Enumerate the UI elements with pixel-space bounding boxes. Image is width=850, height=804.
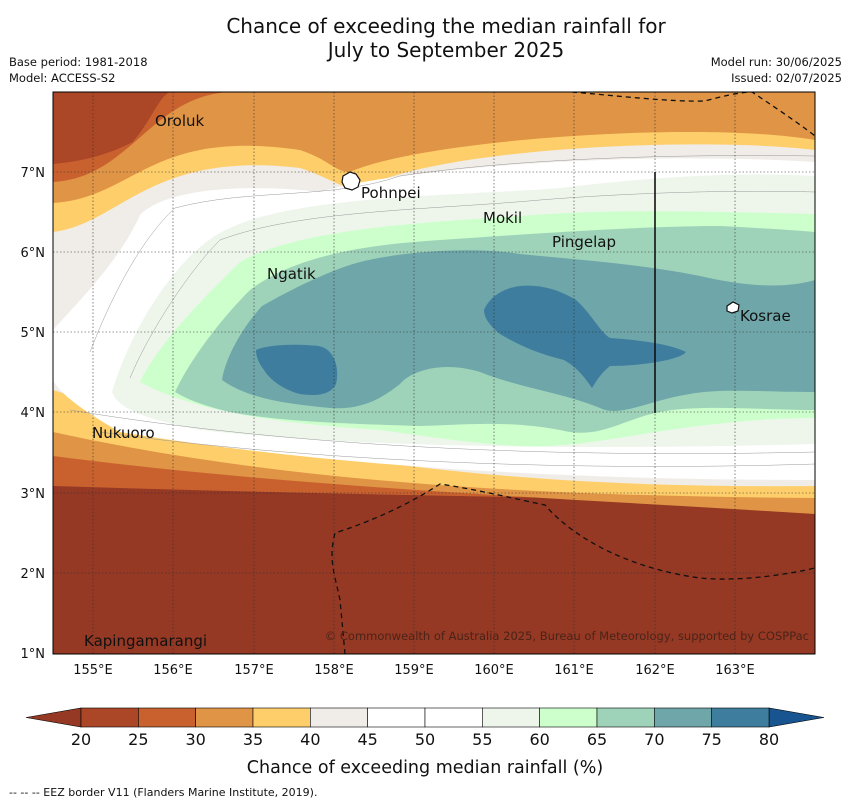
colorbar-swatches [80,707,770,728]
model-name: Model: ACCESS-S2 [9,71,116,85]
title-line-1: Chance of exceeding the median rainfall … [226,14,666,38]
lon-tick-160: 160°E [474,663,514,678]
colorbar-swatch-65-70 [596,707,655,728]
colorbar-tick-70: 70 [644,730,664,749]
pohnpei-island-outline [341,171,361,191]
contour-b [129,191,815,379]
colorbar-tick-labels: 20 25 30 35 40 45 50 55 60 65 70 75 80 [71,730,779,749]
title-line-2: July to September 2025 [327,38,565,62]
lat-tick-5: 5°N [21,326,46,341]
lon-tick-162: 162°E [635,663,675,678]
lon-tick-157: 157°E [234,663,274,678]
colorbar-tick-80: 80 [759,730,779,749]
lon-tick-labels: 155°E 156°E 157°E 158°E 159°E 160°E 161°… [73,663,755,678]
place-label-oroluk: Oroluk [155,112,204,130]
colorbar-label: Chance of exceeding median rainfall (%) [247,758,603,778]
contour-c [99,431,815,467]
colorbar-tick-25: 25 [128,730,148,749]
lon-tick-158: 158°E [314,663,354,678]
colorbar-tick-65: 65 [587,730,607,749]
colorbar-swatch-60-65 [539,707,598,728]
map-title: Chance of exceeding the median rainfall … [0,14,850,62]
kosrae-island-outline [726,301,740,314]
colorbar-swatch-30-35 [195,707,254,728]
lat-tick-6: 6°N [21,246,46,261]
meta-left: Base period: 1981-2018 Model: ACCESS-S2 [9,54,148,86]
contour-d [69,409,815,454]
place-label-kapingamarangi: Kapingamarangi [84,632,207,650]
map-frame [52,91,816,655]
place-label-nukuoro: Nukuoro [92,424,155,442]
contour-a [89,155,815,353]
colorbar-swatch-40-45 [310,707,368,728]
eez-border-south [331,483,815,654]
colorbar-tick-40: 40 [300,730,320,749]
colorbar-tick-60: 60 [529,730,549,749]
lat-tick-labels: 7°N 6°N 5°N 4°N 3°N 2°N 1°N [21,166,46,662]
lat-tick-3: 3°N [21,487,46,502]
colorbar-tick-20: 20 [71,730,91,749]
colorbar-over-arrow [768,707,825,728]
lat-tick-2: 2°N [21,567,46,582]
colorbar-swatch-70-75 [654,707,712,728]
colorbar-under-arrow [25,707,82,728]
place-label-mokil: Mokil [483,209,522,227]
colorbar-swatch-75-80 [711,707,770,728]
colorbar-swatch-35-40 [252,707,311,728]
lat-tick-4: 4°N [21,406,46,421]
lon-tick-161: 161°E [554,663,594,678]
lon-tick-155: 155°E [73,663,113,678]
lon-tick-159: 159°E [394,663,434,678]
colorbar-tick-30: 30 [185,730,205,749]
colorbar-swatch-50-55 [424,707,483,728]
colorbar-tick-35: 35 [243,730,263,749]
colorbar-tick-50: 50 [415,730,435,749]
base-period: Base period: 1981-2018 [9,55,148,69]
colorbar: 20 25 30 35 40 45 50 55 60 65 70 75 80 Chance of exc… [25,707,825,778]
place-label-pingelap: Pingelap [552,233,616,251]
band-75-80-east [484,285,686,388]
lat-tick-1: 1°N [21,647,46,662]
eez-borders [331,92,815,654]
lon-tick-156: 156°E [153,663,193,678]
eez-footer-note: -- -- -- EEZ border V11 (Flanders Marine… [9,786,318,799]
lat-tick-7: 7°N [21,166,46,181]
colorbar-tick-55: 55 [472,730,492,749]
place-label-kosrae: Kosrae [740,307,791,325]
lon-tick-163: 163°E [715,663,755,678]
colorbar-swatch-25-30 [138,707,196,728]
place-label-pohnpei: Pohnpei [361,184,421,202]
model-run: Model run: 30/06/2025 [710,55,842,69]
colorbar-swatch-55-60 [482,707,540,728]
meta-right: Model run: 30/06/2025 Issued: 02/07/2025 [711,54,842,86]
contour-lines [69,155,815,467]
colorbar-tick-45: 45 [357,730,377,749]
copyright-text: © Commonwealth of Australia 2025, Bureau… [325,629,809,643]
band-75-80-west [256,344,338,395]
eez-border-north [571,92,815,137]
colorbar-tick-75: 75 [701,730,721,749]
colorbar-swatch-20-25 [80,707,139,728]
colorbar-swatch-45-50 [367,707,426,728]
issued-date: Issued: 02/07/2025 [731,71,842,85]
map-panel: Oroluk Pohnpei Mokil Pingelap Ngatik Kos… [53,92,815,654]
place-label-ngatik: Ngatik [267,265,316,283]
place-labels: Oroluk Pohnpei Mokil Pingelap Ngatik Kos… [84,112,791,650]
